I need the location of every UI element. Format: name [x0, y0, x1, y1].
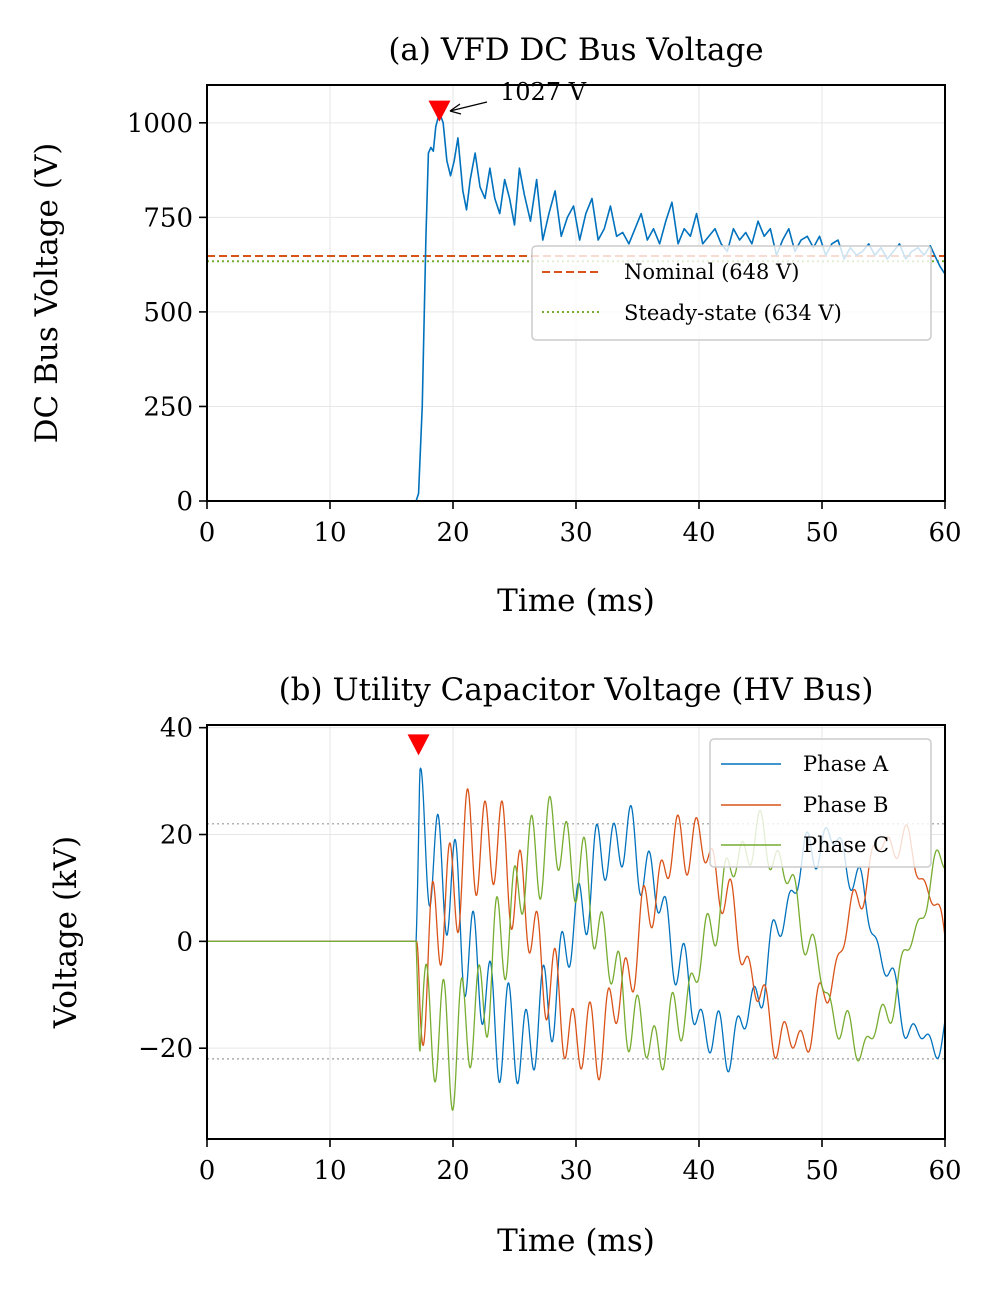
panel-a: (a) VFD DC Bus Voltage 0 10 20 30 40 50 60 0 25…: [29, 32, 962, 619]
panel-a-x-label: Time (ms): [497, 583, 655, 619]
panel-b-x-tick-label: 30: [559, 1156, 592, 1186]
annotation-arrow-line: [449, 101, 488, 112]
legend-label-steady-state: Steady-state (634 V): [624, 301, 842, 325]
panel-a-peak-marker: [428, 100, 451, 122]
panel-b-x-tick-label: 40: [682, 1156, 715, 1186]
panel-b-y-tick-label: −20: [138, 1034, 193, 1064]
panel-b: (b) Utility Capacitor Voltage (HV Bus) 0…: [48, 672, 962, 1259]
panel-b-x-tick-label: 50: [805, 1156, 838, 1186]
panel-a-x-tick-label: 0: [199, 518, 216, 548]
phase-c-line: [206, 795, 946, 1111]
legend-label-phase-b: Phase B: [803, 793, 889, 817]
panel-b-y-tick-label: 0: [176, 927, 193, 957]
panel-a-x-tick-label: 20: [436, 518, 469, 548]
panel-b-peak-marker: [407, 734, 430, 756]
panel-a-x-tick-label: 30: [559, 518, 592, 548]
panel-a-peak-annotation: 1027 V: [449, 78, 587, 115]
panel-b-x-label: Time (ms): [497, 1223, 655, 1259]
panel-a-y-tick-label: 500: [143, 298, 193, 328]
annotation-arrow-head: [449, 103, 462, 115]
legend-frame: [531, 245, 932, 341]
panel-a-y-tick-label: 1000: [127, 109, 193, 139]
panel-b-title: (b) Utility Capacitor Voltage (HV Bus): [279, 672, 874, 708]
panel-a-title: (a) VFD DC Bus Voltage: [388, 32, 763, 68]
panel-a-y-tick-label: 0: [176, 487, 193, 517]
panel-b-y-label: Voltage (kV): [48, 836, 84, 1029]
peak-triangle: [407, 734, 430, 756]
panel-a-legend: Nominal (648 V) Steady-state (634 V): [531, 245, 932, 341]
panel-b-x-tick-label: 10: [313, 1156, 346, 1186]
panel-b-y-tick-label: 40: [160, 714, 193, 744]
legend-label-phase-c: Phase C: [803, 833, 889, 857]
panel-b-y-tick-label: 20: [160, 821, 193, 851]
panel-b-x-tick-label: 0: [199, 1156, 216, 1186]
panel-b-legend: Phase A Phase B Phase C: [709, 738, 932, 868]
panel-a-x-tick-label: 60: [928, 518, 961, 548]
panel-b-x-tick-label: 20: [436, 1156, 469, 1186]
panel-b-x-ticks: 0 10 20 30 40 50 60: [199, 1139, 962, 1186]
panel-a-y-label: DC Bus Voltage (V): [29, 143, 65, 444]
legend-label-nominal: Nominal (648 V): [624, 260, 799, 284]
panel-a-x-tick-label: 50: [805, 518, 838, 548]
panel-a-y-tick-label: 250: [143, 392, 193, 422]
panel-b-y-ticks: −20 0 20 40: [138, 714, 207, 1064]
peak-label: 1027 V: [500, 78, 587, 106]
legend-frame: [709, 738, 932, 868]
panel-a-x-tick-label: 40: [682, 518, 715, 548]
legend-label-phase-a: Phase A: [803, 752, 889, 776]
panel-a-x-tick-label: 10: [313, 518, 346, 548]
panel-a-y-tick-label: 750: [143, 203, 193, 233]
panel-b-x-tick-label: 60: [928, 1156, 961, 1186]
peak-triangle: [428, 100, 451, 122]
panel-a-x-ticks: 0 10 20 30 40 50 60: [199, 501, 962, 548]
panel-a-y-ticks: 0 250 500 750 1000: [127, 109, 207, 517]
